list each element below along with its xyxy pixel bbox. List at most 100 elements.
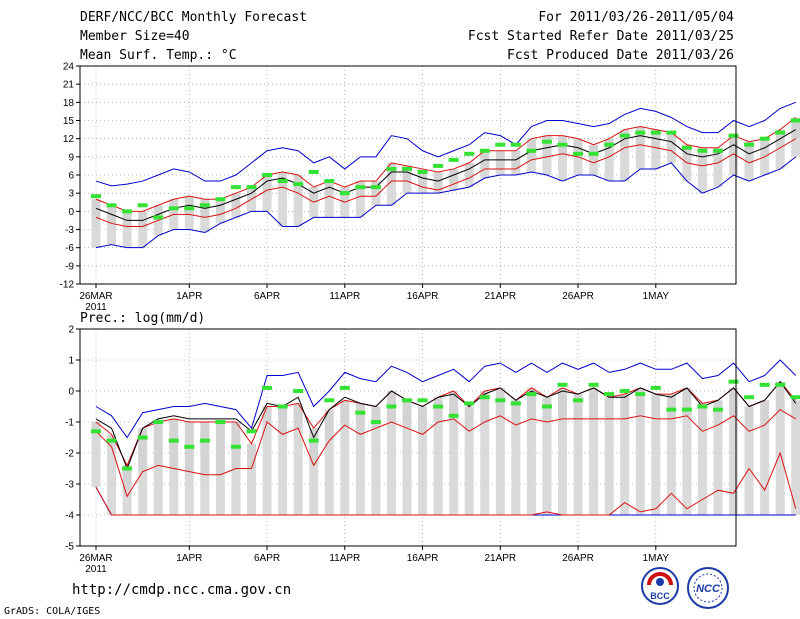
temp-ytick-label: 15	[63, 116, 75, 127]
temp-median-mark	[713, 148, 723, 153]
temp-whisker	[651, 147, 661, 169]
prec-median-mark	[230, 444, 241, 449]
temp-ytick-label: 24	[63, 62, 75, 73]
prec-mean-line	[95, 380, 797, 470]
prec-whisker	[542, 422, 552, 515]
prec-box	[729, 387, 739, 416]
bcc-logo-text: BCC	[650, 591, 670, 601]
prec-median-mark	[370, 420, 381, 424]
prec-whisker	[449, 418, 459, 515]
temp-box	[464, 162, 474, 179]
temp-box	[449, 168, 459, 185]
prec-median-mark	[168, 438, 179, 443]
temp-xtick-label: 26MAR	[79, 291, 112, 302]
prec-box	[604, 397, 614, 419]
prec-median-mark	[588, 382, 599, 387]
ncc-logo-text: NCC	[696, 583, 721, 595]
prec-xtick-year: 2011	[85, 564, 107, 575]
prec-box	[635, 387, 645, 416]
temp-box	[122, 211, 132, 227]
prec-p10-line	[95, 451, 797, 516]
prec-median-mark	[324, 398, 335, 403]
website-url[interactable]: http://cmdp.ncc.cma.gov.cn	[72, 582, 292, 598]
prec-whisker	[791, 418, 800, 515]
temp-xtick-label: 26APR	[562, 291, 594, 302]
temp-whisker	[464, 178, 474, 188]
temp-whisker	[340, 202, 350, 218]
prec-median-mark	[91, 429, 101, 434]
temp-whisker	[604, 156, 614, 182]
prec-xtick-label: 21APR	[484, 553, 516, 564]
prec-median-mark	[153, 420, 164, 424]
prec-whisker	[729, 415, 739, 515]
temp-median-mark	[573, 151, 584, 156]
temp-median-mark	[604, 142, 615, 147]
temp-median-mark	[122, 209, 133, 214]
temp-box	[324, 181, 334, 197]
prec-ytick-label: -5	[65, 542, 74, 553]
prec-median-mark	[339, 385, 350, 390]
prec-box	[542, 397, 552, 422]
prec-ytick-label: -1	[65, 418, 74, 429]
prec-box	[153, 422, 163, 466]
prec-box	[138, 428, 148, 472]
temp-ytick-label: 3	[68, 189, 74, 200]
temp-ytick-label: 12	[63, 134, 75, 145]
temp-median-mark	[448, 157, 459, 162]
temp-whisker	[200, 217, 210, 233]
temp-median-mark	[230, 185, 241, 190]
prec-box	[402, 400, 412, 429]
temp-whisker	[91, 217, 101, 248]
prec-whisker	[651, 418, 661, 515]
prec-median-mark	[137, 435, 148, 440]
grads-credit: GrADS: COLA/IGES	[4, 606, 101, 617]
prec-whisker	[744, 431, 754, 515]
temp-xtick-label: 1APR	[176, 291, 202, 302]
temp-median-mark	[588, 151, 599, 156]
prec-median-mark	[526, 392, 537, 397]
temp-box	[231, 193, 241, 209]
prec-whisker	[511, 425, 521, 515]
temp-whisker	[169, 214, 179, 230]
prec-xtick-label: 6APR	[254, 553, 280, 564]
temp-median-mark	[541, 139, 552, 144]
temp-whisker	[558, 153, 567, 182]
temp-ytick-label: 9	[68, 152, 74, 163]
prec-ytick-label: 2	[68, 325, 74, 336]
prec-median-mark	[666, 407, 677, 412]
prec-median-mark	[448, 413, 459, 418]
temp-whisker	[775, 147, 785, 169]
prec-median-mark	[479, 395, 490, 400]
prec-whisker	[386, 422, 396, 515]
prec-whisker	[262, 422, 272, 515]
temp-box	[215, 199, 225, 215]
temp-median-mark	[308, 169, 319, 174]
temp-whisker	[526, 159, 536, 172]
prec-box	[573, 394, 583, 419]
temp-ytick-label: 6	[68, 171, 74, 182]
temp-box	[402, 165, 412, 182]
temp-whisker	[278, 187, 288, 227]
prec-median-mark	[386, 404, 397, 409]
temp-ytick-label: -9	[65, 261, 74, 272]
prec-box	[340, 400, 350, 426]
prec-whisker	[324, 440, 334, 515]
temp-whisker	[480, 168, 490, 179]
temp-mean-line	[95, 129, 797, 221]
prec-whisker	[620, 418, 630, 515]
prec-whisker	[340, 425, 350, 515]
prec-xtick-label: 16APR	[407, 553, 439, 564]
prec-box	[324, 409, 334, 441]
temp-median-mark	[293, 182, 304, 187]
variable-label: Mean Surf. Temp.: °C	[80, 48, 237, 63]
prec-box	[666, 394, 676, 419]
temp-median-mark	[324, 179, 335, 184]
prec-median-mark	[106, 438, 117, 443]
prec-median-mark	[293, 389, 304, 393]
temp-median-mark	[433, 163, 444, 168]
prec-whisker	[682, 415, 692, 515]
temp-box	[153, 205, 163, 221]
temp-median-mark	[759, 136, 770, 141]
prec-box	[247, 443, 256, 469]
temp-whisker	[107, 223, 117, 245]
